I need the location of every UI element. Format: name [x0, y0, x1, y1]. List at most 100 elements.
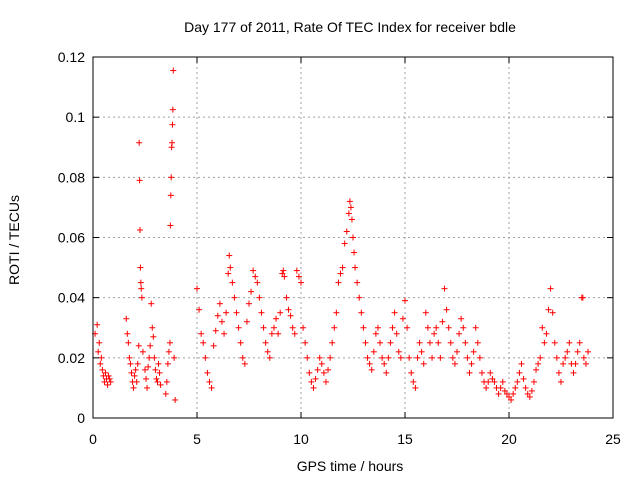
data-point — [194, 285, 200, 292]
data-point — [152, 366, 159, 373]
data-point — [235, 324, 242, 331]
data-point — [322, 378, 329, 385]
data-point — [449, 354, 456, 361]
data-point — [358, 309, 365, 316]
data-point — [325, 366, 332, 373]
data-point — [483, 384, 490, 391]
data-point — [352, 264, 359, 271]
data-point — [329, 339, 336, 346]
data-point — [145, 363, 152, 370]
data-point — [147, 342, 154, 349]
data-point — [169, 106, 176, 113]
data-point — [162, 390, 169, 397]
data-point — [350, 234, 356, 241]
data-point — [166, 339, 173, 346]
data-point — [137, 226, 144, 233]
data-point — [501, 387, 508, 394]
data-point — [266, 354, 273, 361]
data-point — [316, 354, 323, 361]
data-point — [439, 318, 446, 325]
data-point — [418, 348, 425, 355]
data-point — [169, 121, 176, 128]
data-point — [346, 198, 353, 205]
data-point — [331, 324, 338, 331]
data-point — [124, 330, 131, 337]
data-point — [237, 339, 244, 346]
data-point — [127, 360, 134, 367]
y-tick-label: 0 — [77, 410, 85, 426]
data-point — [535, 360, 542, 367]
data-point — [514, 378, 521, 385]
data-point — [320, 369, 327, 376]
data-point — [239, 354, 246, 361]
data-point — [154, 378, 161, 385]
data-point — [148, 300, 155, 307]
data-point — [151, 354, 158, 361]
data-point — [248, 288, 255, 295]
data-point — [472, 324, 479, 331]
data-point — [165, 348, 172, 355]
data-point — [250, 267, 257, 274]
y-tick-label: 0.12 — [58, 49, 85, 65]
data-point — [341, 240, 348, 247]
data-point — [424, 324, 431, 331]
data-point — [227, 264, 234, 271]
data-point — [495, 390, 502, 397]
y-tick-label: 0.04 — [58, 290, 85, 306]
data-point — [560, 360, 567, 367]
data-point — [503, 390, 510, 397]
data-point — [99, 366, 106, 373]
x-axis-label: GPS time / hours — [297, 458, 404, 474]
data-point — [526, 393, 533, 400]
data-point — [100, 372, 107, 379]
data-point — [202, 354, 209, 361]
data-point — [153, 375, 160, 382]
data-point — [295, 273, 302, 280]
data-point — [171, 354, 178, 361]
data-point — [512, 384, 519, 391]
data-point — [304, 354, 311, 361]
data-point — [97, 360, 104, 367]
data-point — [218, 318, 225, 325]
data-point — [510, 390, 517, 397]
data-point — [530, 378, 537, 385]
data-point — [308, 378, 315, 385]
data-point — [397, 354, 404, 361]
data-point — [96, 339, 103, 346]
data-point — [520, 375, 527, 382]
data-point — [374, 324, 381, 331]
data-point — [447, 339, 454, 346]
data-point — [196, 306, 203, 313]
data-point — [300, 324, 307, 331]
data-point — [287, 312, 294, 319]
data-point — [506, 393, 512, 400]
data-point — [354, 279, 361, 286]
data-point — [223, 309, 230, 316]
data-point — [385, 354, 392, 361]
data-point — [128, 369, 135, 376]
y-tick-label: 0.1 — [66, 109, 86, 125]
data-point — [335, 279, 342, 286]
data-point — [389, 324, 396, 331]
data-point — [412, 384, 419, 391]
data-point — [258, 309, 265, 316]
data-point — [555, 369, 562, 376]
data-point — [576, 339, 583, 346]
data-point — [225, 270, 232, 277]
data-point — [168, 174, 175, 181]
x-tick-label: 25 — [605, 431, 621, 447]
data-point — [470, 348, 477, 355]
y-tick-label: 0.06 — [58, 230, 85, 246]
data-point — [283, 294, 290, 301]
data-point — [146, 354, 153, 361]
data-point — [139, 348, 146, 355]
data-point — [106, 375, 113, 382]
data-point — [474, 339, 481, 346]
data-point — [402, 297, 408, 304]
data-point — [102, 369, 109, 376]
data-point — [429, 354, 436, 361]
data-point — [138, 285, 145, 292]
data-point — [270, 324, 277, 331]
data-point — [105, 372, 112, 379]
data-point — [107, 378, 114, 385]
